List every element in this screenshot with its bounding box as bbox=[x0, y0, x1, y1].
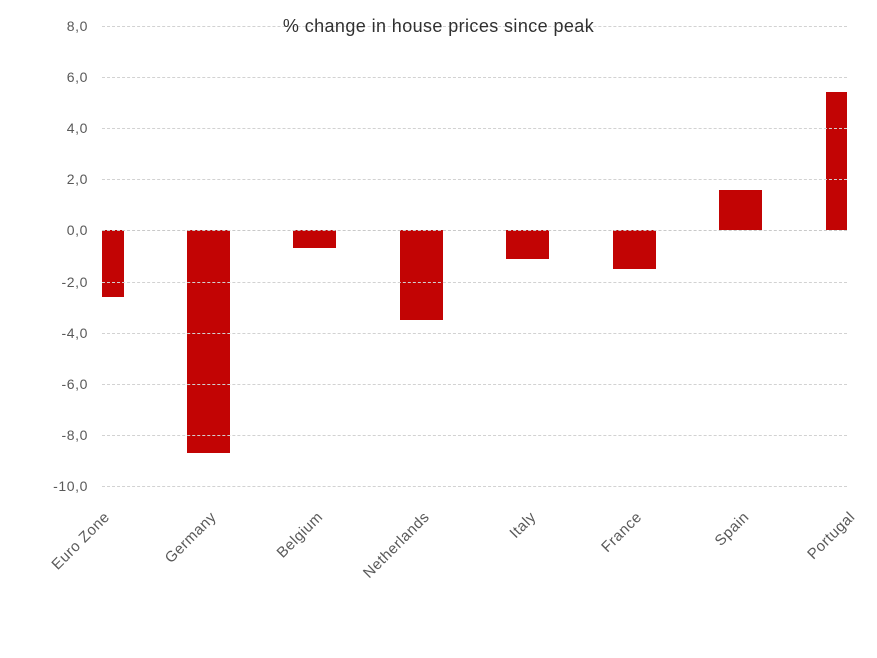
bar-euro-zone bbox=[102, 230, 124, 297]
gridline--2 bbox=[102, 281, 847, 283]
y-axis-label: -10,0 bbox=[53, 478, 88, 494]
bar-italy bbox=[506, 230, 550, 259]
bar-netherlands bbox=[399, 230, 443, 320]
x-axis-label-netherlands: Netherlands bbox=[359, 508, 433, 582]
y-axis-label: -6,0 bbox=[61, 375, 88, 392]
y-axis-label: 8,0 bbox=[66, 18, 88, 34]
gridline--4 bbox=[102, 332, 847, 334]
x-axis-label-spain: Spain bbox=[711, 508, 753, 550]
bar-spain bbox=[719, 189, 763, 231]
bar-france bbox=[612, 230, 656, 269]
y-axis-label: 0,0 bbox=[66, 222, 88, 239]
y-axis-label: 4,0 bbox=[66, 120, 88, 137]
x-axis-label-euro-zone: Euro Zone bbox=[48, 508, 114, 574]
gridline--8 bbox=[102, 434, 847, 436]
x-axis-label-germany: Germany bbox=[161, 508, 221, 567]
bar-germany bbox=[186, 230, 230, 453]
y-axis-label: 6,0 bbox=[66, 69, 88, 86]
gridline-2 bbox=[102, 179, 847, 181]
gridline--10 bbox=[102, 486, 847, 487]
y-axis-label: 2,0 bbox=[66, 171, 88, 188]
y-axis-label: -2,0 bbox=[61, 273, 88, 290]
x-axis-label-portugal: Portugal bbox=[804, 508, 859, 563]
x-axis-label-italy: Italy bbox=[506, 508, 540, 542]
x-axis-label-france: France bbox=[598, 508, 646, 556]
gridline-4 bbox=[102, 128, 847, 130]
gridline-8 bbox=[102, 26, 847, 27]
y-axis-label: -4,0 bbox=[61, 324, 88, 341]
bars-layer bbox=[102, 26, 847, 487]
gridline-6 bbox=[102, 77, 847, 79]
y-axis-label: -8,0 bbox=[61, 426, 88, 443]
bar-portugal bbox=[825, 92, 847, 231]
gridline-0 bbox=[102, 230, 847, 232]
bar-belgium bbox=[293, 230, 337, 249]
x-axis-label-belgium: Belgium bbox=[273, 508, 327, 562]
chart-title: % change in house prices since peak bbox=[282, 16, 595, 36]
gridline--6 bbox=[102, 383, 847, 385]
plot-area bbox=[102, 26, 847, 487]
